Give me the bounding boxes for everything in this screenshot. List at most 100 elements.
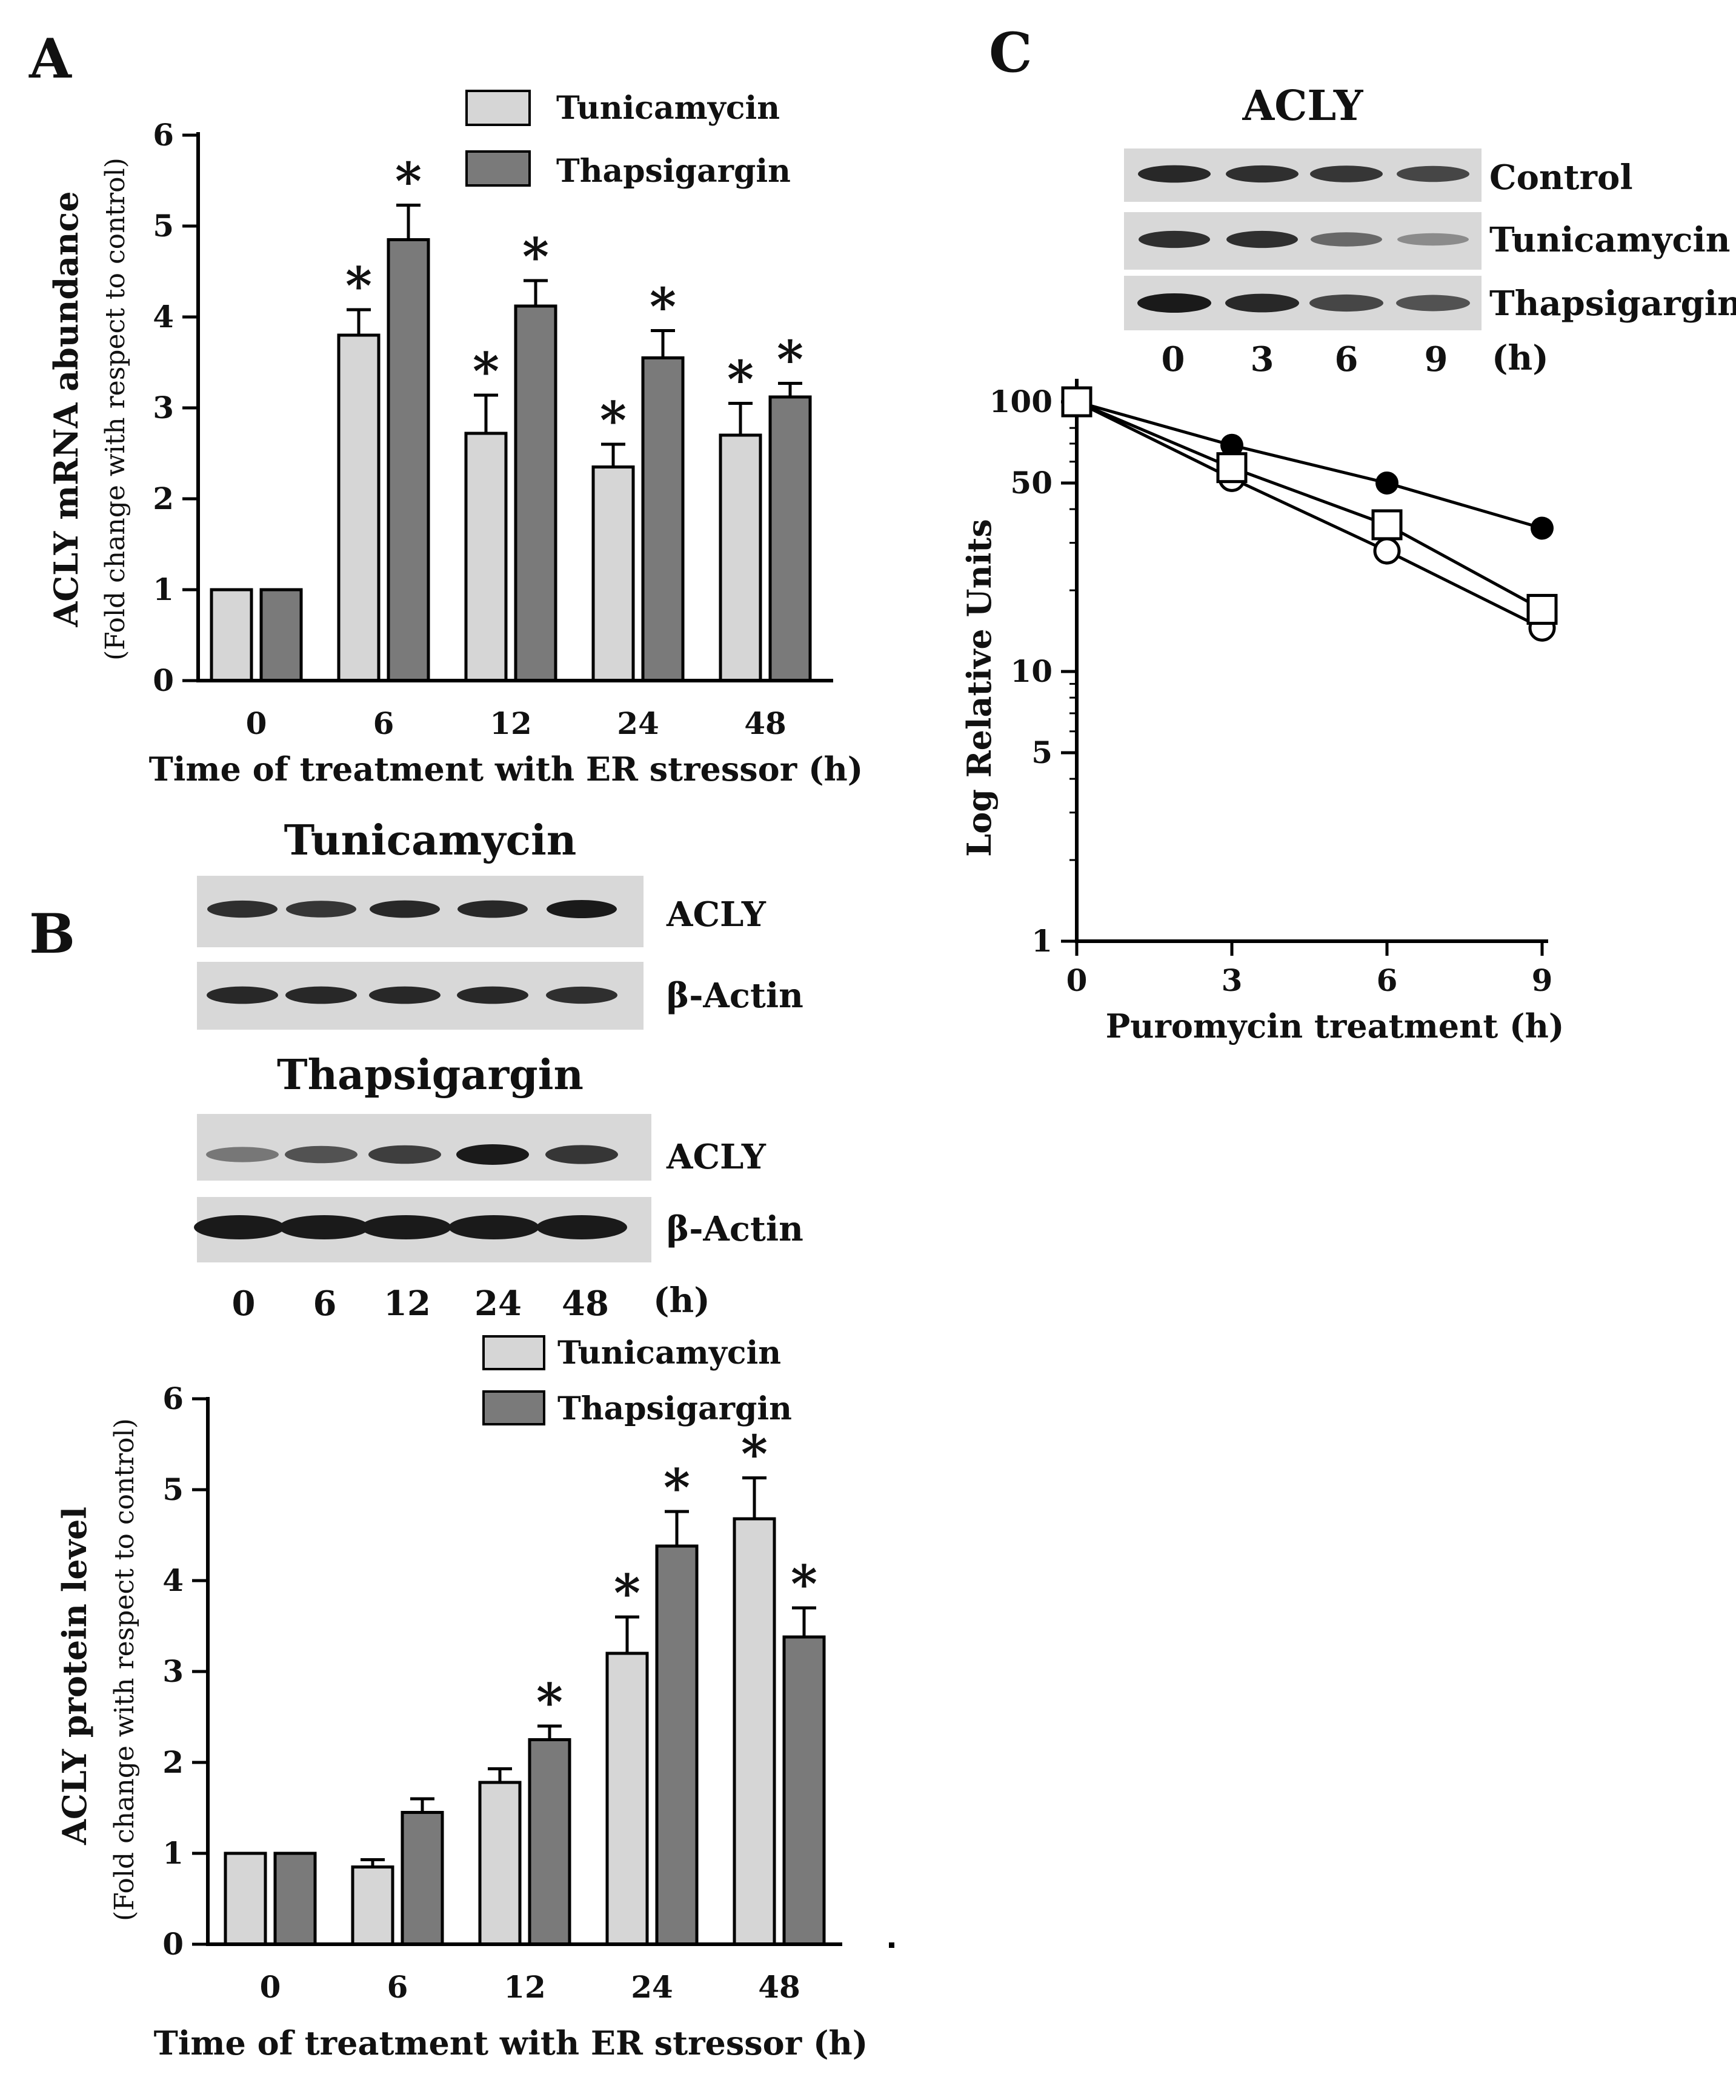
chart-c-ytick-label: 5 (1031, 735, 1053, 770)
chart-b-ytick-label: 2 (162, 1744, 184, 1780)
chart-a-ytick-label: 4 (153, 299, 174, 335)
blots-b: Tunicamycin ACLY β-Actin Thapsigargin AC… (194, 816, 803, 1324)
blot-band (536, 1215, 627, 1239)
chart-a-significance-star: * (395, 152, 422, 212)
chart-b-significance-star: * (536, 1672, 563, 1732)
chart-a-bar-tunicamycin (719, 433, 762, 682)
blot-c-control-label: Control (1489, 158, 1633, 198)
blot-c-title: ACLY (1242, 82, 1364, 130)
chart-c-point-thapsigargin (1371, 509, 1403, 541)
chart-b-bar-tunicamycin (478, 1781, 522, 1946)
blot-band (368, 1145, 441, 1164)
chart-a-legend-swatch-tunicamycin (465, 90, 531, 126)
blot-b-lane-label: 6 (313, 1284, 337, 1324)
chart-b-ytick-label: 5 (162, 1472, 184, 1507)
blot-band (1396, 295, 1470, 312)
chart-a-bar-thapsigargin (259, 588, 303, 682)
chart-c-point-control (1220, 433, 1243, 457)
chart-a-legend-thapsigargin: Thapsigargin (556, 153, 791, 190)
chart-a-legend-swatch-thapsigargin (465, 150, 531, 187)
chart-b-ytick-label: 3 (162, 1653, 184, 1689)
chart-c-point-thapsigargin (1061, 386, 1092, 418)
blot-band (286, 901, 356, 918)
chart-a-bar-tunicamycin (210, 588, 253, 682)
blot-band (206, 1147, 279, 1162)
blot-band (285, 986, 357, 1004)
chart-a-ytick-label: 6 (153, 117, 174, 153)
blot-b-lane-label: 24 (474, 1284, 522, 1324)
panel-label-a: A (28, 27, 72, 91)
chart-c-point-thapsigargin (1216, 452, 1248, 484)
chart-c-line-tunicamycin (1076, 400, 1543, 630)
blot-c-lane-label: 0 (1162, 339, 1185, 379)
chart-b-bar-thapsigargin (782, 1635, 826, 1946)
blot-band (456, 1144, 529, 1165)
blot-band (369, 986, 441, 1004)
chart-a-bar-thapsigargin (768, 395, 812, 682)
chart-b-bar-thapsigargin (528, 1738, 571, 1946)
chart-b-significance-star: * (663, 1458, 690, 1518)
chart-a-significance-star: * (650, 277, 676, 337)
blot-b-lane-label: 48 (562, 1284, 609, 1324)
blot-band (547, 900, 617, 918)
chart-c-xtick-label: 6 (1377, 962, 1398, 998)
blot-band (279, 1215, 370, 1239)
blot-band (285, 1145, 358, 1164)
blot-band (457, 900, 528, 918)
blot-b-tunicamycin-acly-label: ACLY (666, 895, 767, 935)
chart-b-bar-tunicamycin (605, 1652, 649, 1946)
blot-b-thapsigargin-acly-label: ACLY (666, 1137, 767, 1177)
chart-a-bar-thapsigargin (514, 304, 557, 682)
chart-b-bar-tunicamycin (733, 1517, 776, 1946)
chart-c-ytick-label: 10 (1010, 653, 1053, 689)
blot-band (370, 900, 440, 918)
chart-a-bar-tunicamycin (591, 465, 635, 682)
chart-b-legend-tunicamycin: Tunicamycin (557, 1335, 781, 1372)
chart-c-ytick-label: 50 (1010, 465, 1053, 501)
chart-a-significance-star: * (727, 350, 754, 410)
chart-a-xtick-label: 12 (490, 705, 532, 741)
chart-c-point-tunicamycin (1373, 537, 1401, 565)
blot-band (545, 1145, 618, 1164)
chart-c-point-control (1531, 516, 1554, 540)
chart-b-bar-tunicamycin (224, 1852, 267, 1946)
blot-b-thapsigargin-title: Thapsigargin (277, 1051, 584, 1099)
chart-b-bar-thapsigargin (273, 1852, 317, 1946)
blot-b-tunicamycin-actin-label: β-Actin (667, 976, 803, 1016)
panel-label-c: C (989, 21, 1033, 85)
blot-c-thapsigargin-label: Thapsigargin (1489, 284, 1736, 324)
chart-a-ytick-label: 3 (153, 390, 174, 425)
chart-a-legend-tunicamycin: Tunicamycin (556, 90, 780, 127)
chart-c-xtick-label: 9 (1532, 962, 1553, 998)
chart-a-legend: Tunicamycin Thapsigargin (465, 90, 791, 190)
chart-a: ACLY mRNA abundance (Fold change with re… (47, 90, 863, 788)
chart-c-line-control (1076, 400, 1543, 530)
blot-band (1226, 230, 1298, 248)
chart-b-bar-thapsigargin (655, 1544, 699, 1946)
chart-c-point-control (1375, 471, 1398, 495)
chart-a-xtick-label: 48 (744, 705, 787, 741)
chart-b-xtick-label: 12 (504, 1969, 546, 2005)
chart-a-ylabel: ACLY mRNA abundance (47, 191, 85, 627)
artifact-dot (889, 1942, 894, 1948)
chart-b-ylabel: ACLY protein level (55, 1507, 94, 1845)
chart-c-ylabel: Log Relative Units (960, 519, 999, 856)
chart-c-ytick-label: 100 (989, 384, 1053, 419)
chart-b: ACLY protein level (Fold change with res… (55, 1335, 868, 2062)
blot-c-unit: (h) (1492, 338, 1549, 378)
chart-a-xtick-label: 0 (246, 705, 267, 741)
chart-a-significance-star: * (345, 256, 372, 316)
chart-b-significance-star: * (741, 1424, 768, 1484)
blot-c-lane-label: 3 (1251, 339, 1274, 379)
chart-b-significance-star: * (614, 1563, 640, 1623)
blot-b-lane-label: 0 (232, 1284, 256, 1324)
blot-band (1397, 233, 1469, 246)
blot-band (1310, 165, 1383, 182)
chart-a-ytick-label: 2 (153, 481, 174, 516)
blot-band (448, 1215, 539, 1239)
chart-a-xtick-label: 24 (617, 705, 659, 741)
chart-b-ylabel-sub: (Fold change with respect to control) (109, 1418, 140, 1921)
chart-a-significance-star: * (600, 390, 627, 450)
chart-a-xtick-label: 6 (373, 705, 394, 741)
